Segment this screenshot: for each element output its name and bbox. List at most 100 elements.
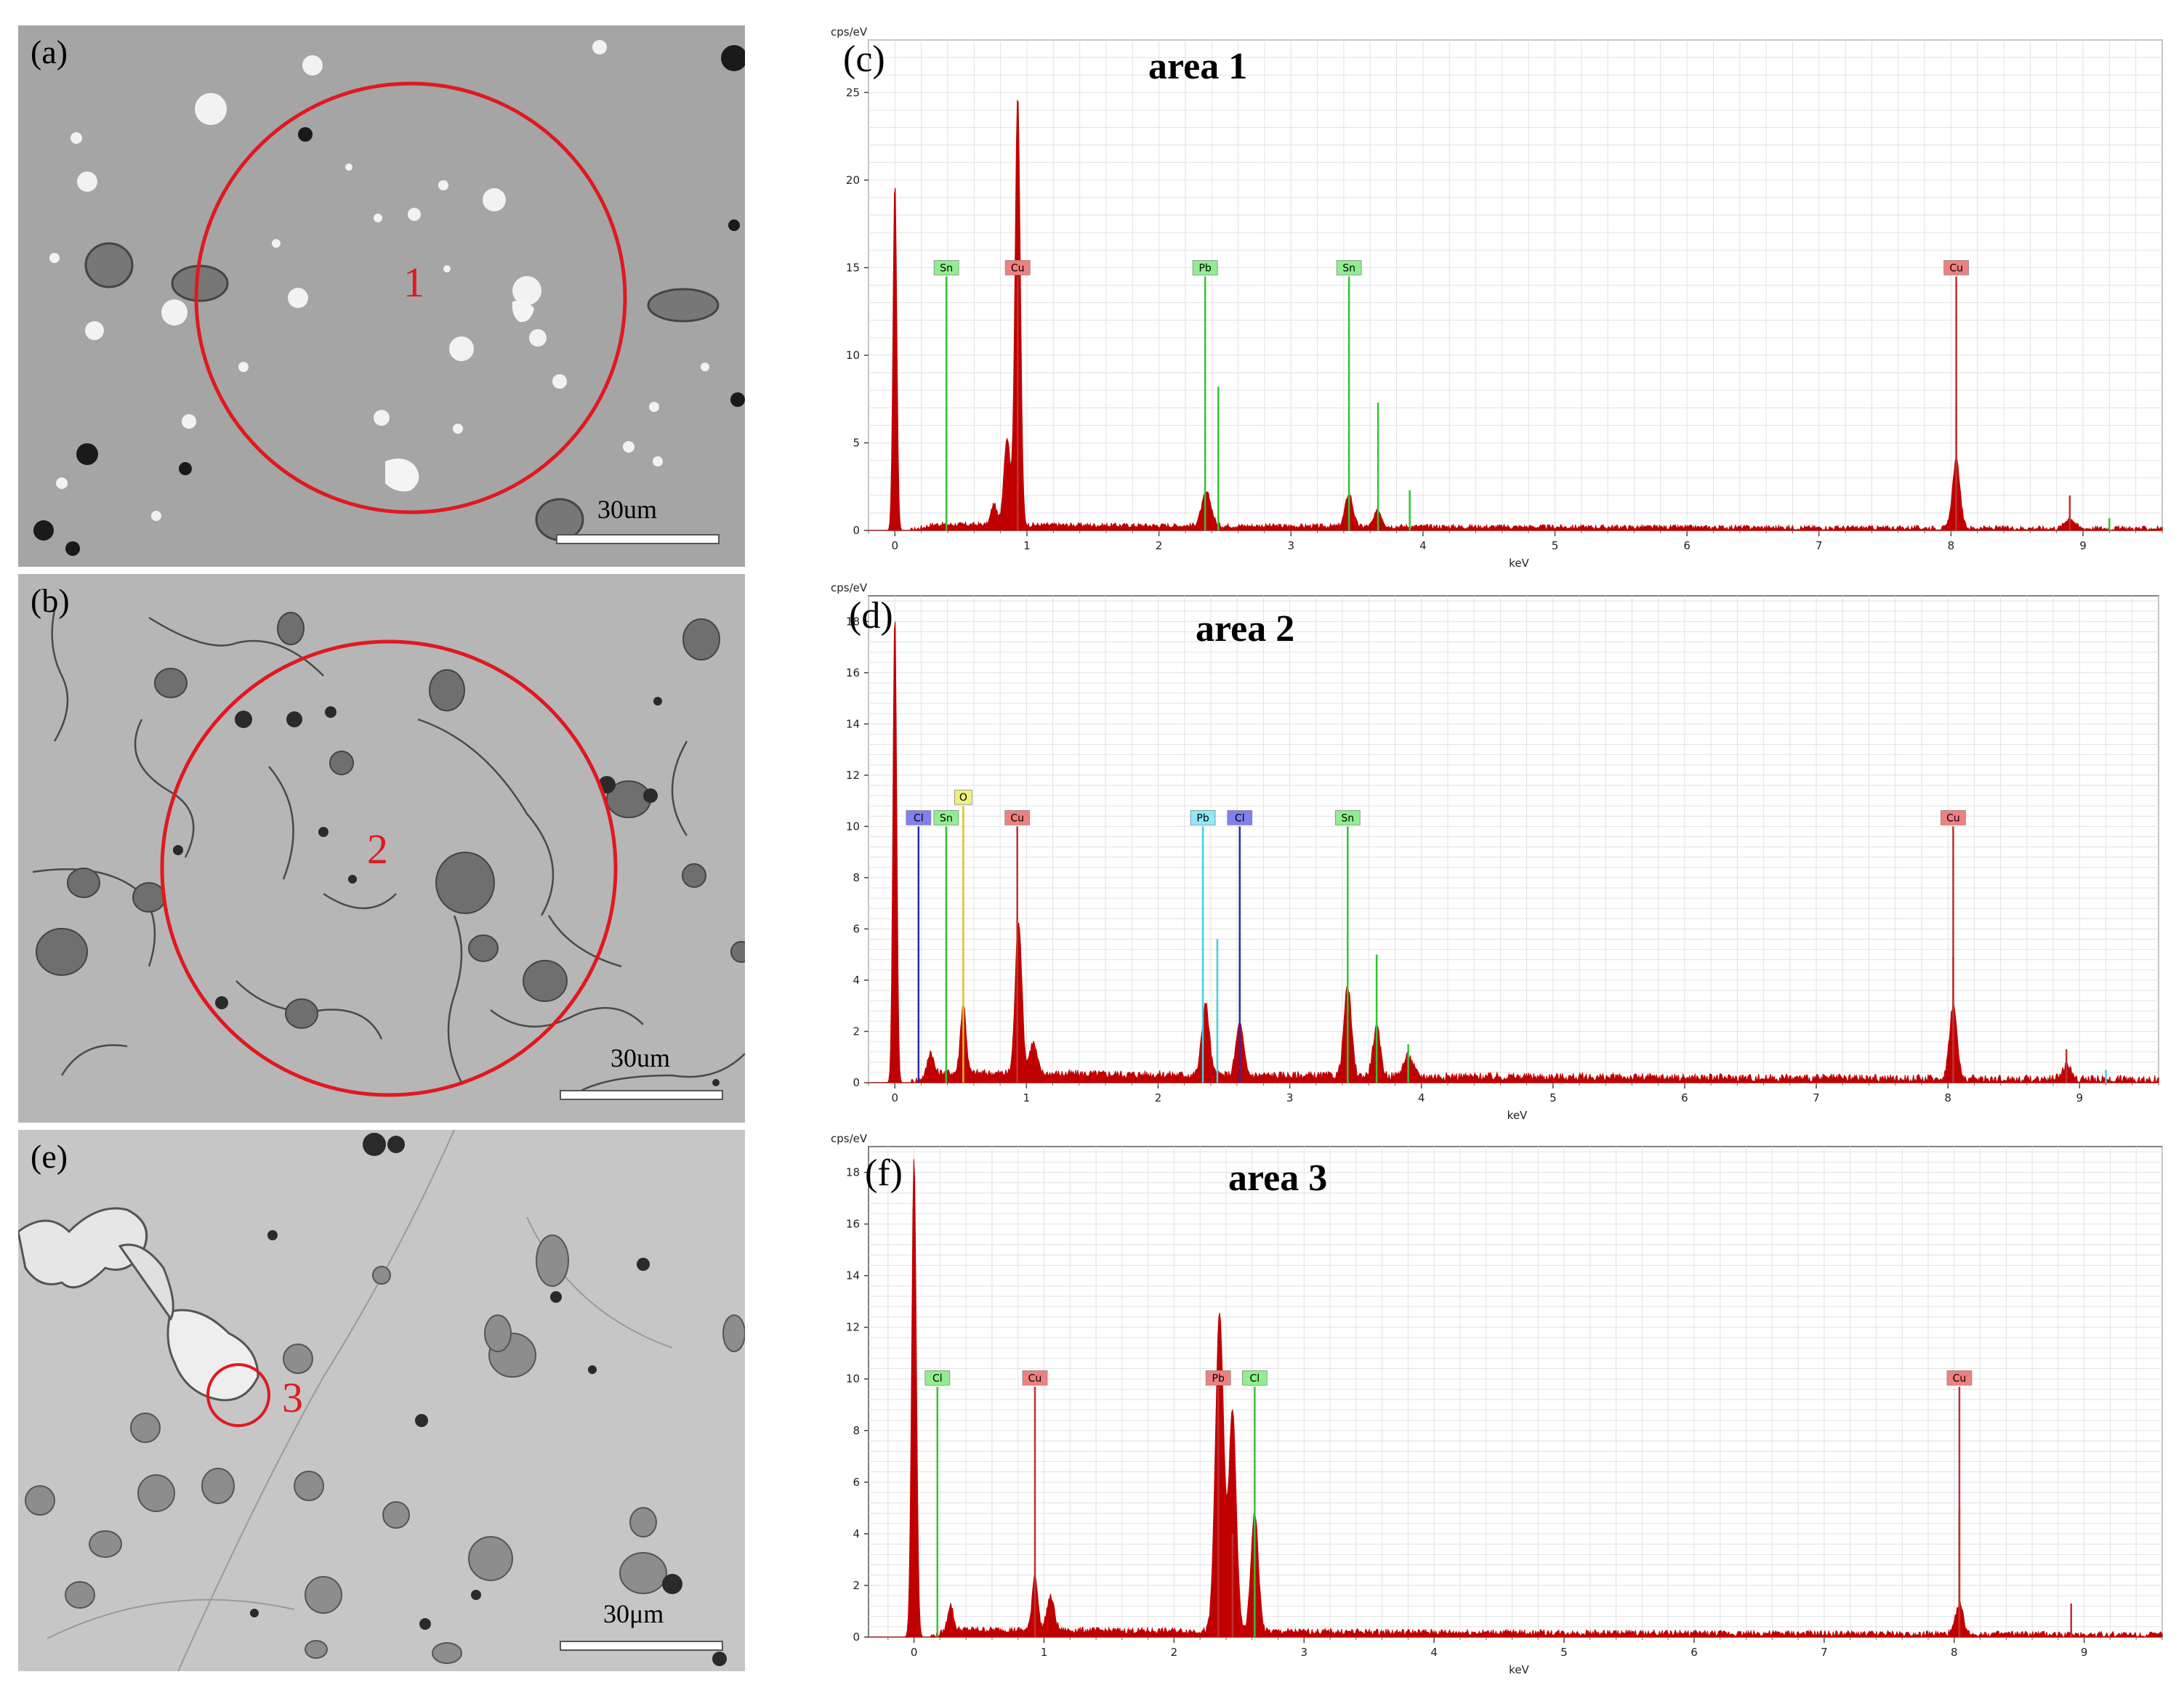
y-tick-label: 8 <box>853 1424 860 1437</box>
element-marker-sn: Sn <box>1334 809 1361 1083</box>
element-tag <box>954 789 972 805</box>
area-number-2: 2 <box>367 825 388 873</box>
area-number-3: 3 <box>282 1374 303 1421</box>
x-tick-label: 6 <box>1691 1646 1698 1659</box>
x-tick-label: 1 <box>1041 1646 1048 1659</box>
element-tag-label: Cl <box>1249 1373 1260 1384</box>
spectrum-f-title: area 3 <box>1228 1157 1328 1199</box>
element-tag <box>1227 809 1253 825</box>
y-tick-label: 15 <box>846 261 860 274</box>
element-tag-label: Cl <box>932 1373 943 1384</box>
y-tick-label: 8 <box>853 871 860 884</box>
element-tag <box>1004 260 1031 275</box>
x-tick-label: 7 <box>1816 539 1823 552</box>
spectrum-c-letter: (c) <box>843 39 885 80</box>
element-marker-pb: Pb <box>1192 260 1218 530</box>
x-axis-label: keV <box>1509 1663 1529 1676</box>
element-marker-cu: Cu <box>1943 260 1970 530</box>
y-tick-label: 6 <box>853 922 860 935</box>
element-tag-label: Sn <box>940 812 953 824</box>
spectrum-d: Cl Sn O Cu Pb Cl Sn Cu 0 2 4 6 8 10 12 14 16 18 0 1 2 3 4 5 6 7 8 9… <box>810 581 2177 1134</box>
element-marker-cl: Cl <box>1241 1370 1268 1637</box>
spectrum-d-letter: (d) <box>849 595 893 637</box>
area-1-circle <box>194 81 627 514</box>
element-tag <box>933 809 959 825</box>
spectrum-f-letter: (f) <box>865 1152 903 1194</box>
x-tick-label: 0 <box>911 1646 918 1659</box>
element-tag <box>1941 809 1966 825</box>
element-marker-o: O <box>954 789 972 1083</box>
x-tick-label: 9 <box>2076 1091 2084 1104</box>
spectrum-f: Cl Cu Pb Cl Cu 0 2 4 6 8 10 12 14 16 18 0 1 2 3 4 5 6 7 8 9 cps/e… <box>810 1132 2177 1692</box>
x-tick-label: 1 <box>1023 1091 1031 1104</box>
element-tag-label: Sn <box>940 262 953 274</box>
element-tag <box>1946 1370 1973 1386</box>
element-tag-label: O <box>959 792 967 804</box>
y-tick-label: 25 <box>846 86 860 99</box>
y-tick-label: 4 <box>853 1527 860 1540</box>
element-tag <box>1943 260 1970 275</box>
spectrum-area <box>869 99 2163 532</box>
grid <box>869 1147 2163 1638</box>
element-tag <box>924 1370 951 1386</box>
y-tick-label: 5 <box>853 436 860 449</box>
y-tick-label: 16 <box>846 1218 860 1231</box>
spectrum-d-title: area 2 <box>1196 608 1295 650</box>
spectrum-c-chart: Sn Cu Pb Sn Cu 0 5 10 15 20 25 0 1 2 3 4 5 6 7 8 9 cps/eV keV <box>831 25 2163 570</box>
y-tick-label: 10 <box>846 820 860 833</box>
element-tag-label: Pb <box>1196 812 1209 824</box>
x-tick-label: 9 <box>2079 539 2087 552</box>
x-tick-label: 4 <box>1430 1646 1438 1659</box>
y-tick-label: 14 <box>846 1269 860 1282</box>
x-tick-label: 6 <box>1683 539 1691 552</box>
y-tick-label: 12 <box>846 1321 860 1334</box>
element-tag <box>1205 1370 1231 1386</box>
x-tick-label: 2 <box>1171 1646 1178 1659</box>
element-marker-cu: Cu <box>1004 260 1031 530</box>
x-tick-label: 8 <box>1951 1646 1958 1659</box>
x-tick-label: 7 <box>1813 1091 1820 1104</box>
element-marker-cu: Cu <box>1004 809 1031 1083</box>
panel-letter-a: (a) <box>31 33 68 70</box>
element-tag <box>1241 1370 1268 1386</box>
y-tick-label: 12 <box>846 769 860 782</box>
micrograph-e-image <box>18 1130 745 1671</box>
plot-frame <box>868 595 2159 1083</box>
element-tag-label: Cl <box>1235 812 1245 824</box>
element-tag-label: Cu <box>1949 262 1963 274</box>
scale-label-b: 30um <box>611 1043 671 1072</box>
y-tick-label: 20 <box>846 174 860 187</box>
spectrum-area <box>869 1159 2163 1639</box>
element-tag-label: Sn <box>1342 262 1355 274</box>
element-tag <box>1190 809 1216 825</box>
element-tag-label: Sn <box>1341 812 1354 824</box>
micrograph-a-image <box>18 25 745 567</box>
element-marker-cl: Cl <box>924 1370 951 1637</box>
element-marker-cl: Cl <box>1227 809 1253 1083</box>
x-tick-label: 4 <box>1419 539 1427 552</box>
scale-label-e: 30μm <box>603 1599 664 1628</box>
area-2-circle <box>160 639 618 1097</box>
micrograph-a <box>18 25 745 567</box>
x-axis-label: keV <box>1507 1109 1528 1122</box>
x-tick-label: 9 <box>2081 1646 2088 1659</box>
element-tag <box>933 260 959 275</box>
y-tick-label: 6 <box>853 1476 860 1489</box>
element-marker-sn: Sn <box>933 809 959 1083</box>
x-tick-label: 5 <box>1550 1091 1557 1104</box>
y-axis-label: cps/eV <box>831 25 868 39</box>
element-tag <box>1334 809 1361 825</box>
y-tick-label: 18 <box>846 615 860 628</box>
y-tick-label: 14 <box>846 717 860 730</box>
element-tag <box>906 809 932 825</box>
element-tag-label: Pb <box>1212 1373 1225 1384</box>
y-axis-label: cps/eV <box>831 1132 868 1145</box>
x-tick-label: 1 <box>1023 539 1031 552</box>
element-tag-label: Pb <box>1198 262 1211 274</box>
element-tag-label: Cu <box>1028 1373 1042 1384</box>
plot-frame <box>868 1146 2163 1638</box>
x-tick-label: 0 <box>891 1091 898 1104</box>
x-axis-label: keV <box>1509 557 1529 570</box>
spectrum-area <box>869 621 2159 1084</box>
